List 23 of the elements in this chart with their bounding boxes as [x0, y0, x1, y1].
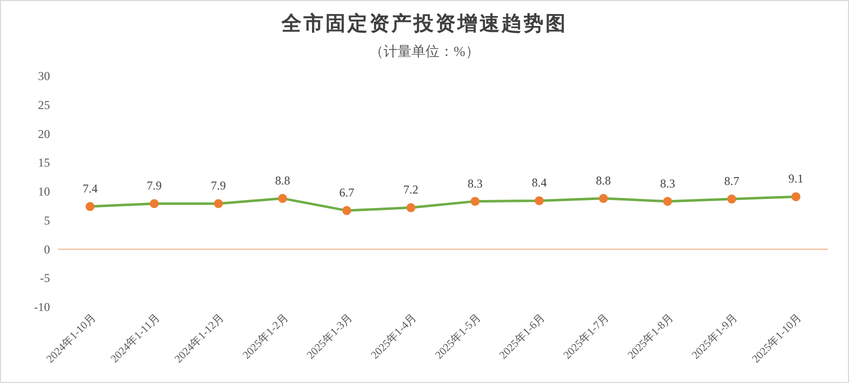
y-tick-label: 20: [38, 126, 50, 141]
data-label: 7.4: [82, 182, 98, 196]
data-label: 8.8: [275, 173, 290, 188]
y-tick-label: -5: [40, 271, 50, 286]
y-tick-label: 0: [44, 242, 50, 256]
data-label: 9.1: [788, 172, 804, 186]
y-tick-label: 10: [38, 184, 50, 198]
data-label: 7.9: [146, 178, 162, 193]
data-label: 8.3: [468, 176, 483, 190]
y-tick-label: -10: [34, 300, 50, 314]
data-label: 8.8: [596, 173, 611, 188]
y-tick-label: 25: [38, 98, 50, 112]
data-label: 7.2: [403, 182, 418, 197]
data-label: 8.7: [724, 174, 740, 188]
data-label: 6.7: [339, 186, 354, 200]
data-label: 8.3: [660, 176, 676, 190]
y-tick-label: 30: [38, 69, 50, 83]
data-label: 8.4: [532, 176, 547, 190]
y-tick-label: 15: [38, 156, 50, 170]
y-tick-label: 5: [44, 213, 50, 228]
chart-title: 全市固定资产投资增速趋势图: [280, 12, 568, 35]
chart-subtitle: （计量单位：%）: [370, 44, 480, 60]
data-label: 7.9: [210, 178, 226, 193]
